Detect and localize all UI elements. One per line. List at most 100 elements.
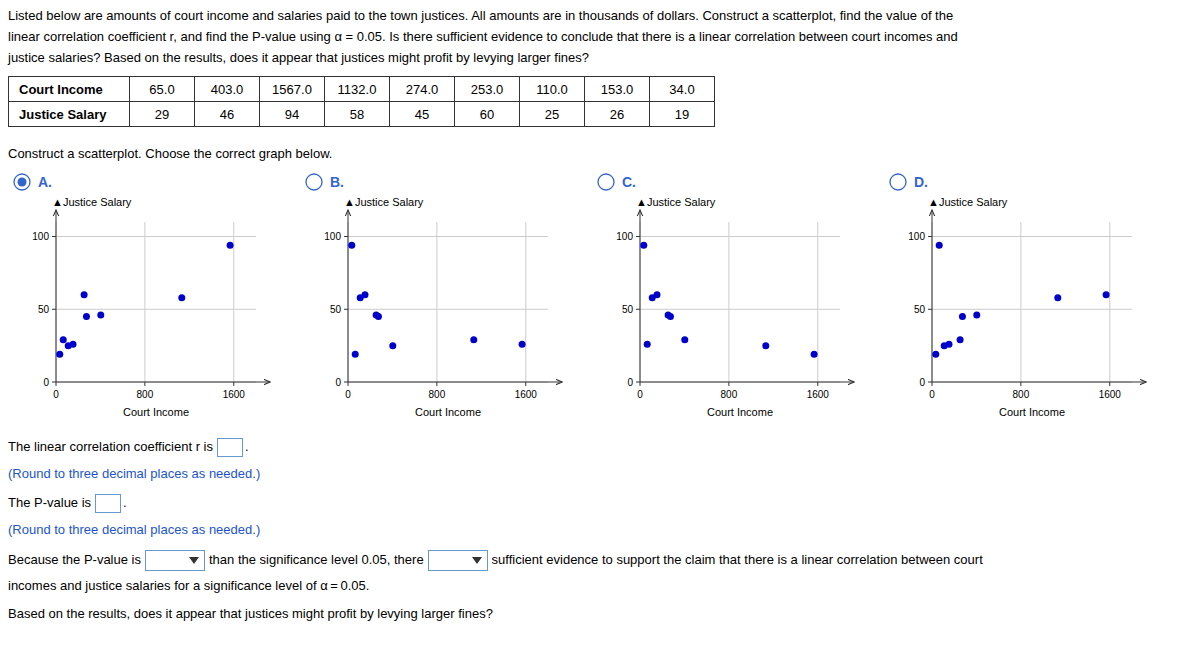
x-tick xyxy=(640,382,641,386)
grid-line-x xyxy=(525,222,526,382)
y-tick xyxy=(928,382,932,383)
grid-line-x xyxy=(144,222,145,382)
x-axis-label: Court Income xyxy=(123,406,189,418)
scatter-point xyxy=(352,351,359,358)
scatter-point xyxy=(762,342,769,349)
points xyxy=(932,242,1109,358)
y-tick xyxy=(52,309,56,310)
y-tick-label: 0 xyxy=(919,377,925,388)
y-tick-label: 100 xyxy=(324,231,341,242)
x-axis-arrow xyxy=(1132,382,1146,383)
x-axis-line xyxy=(348,382,548,383)
table-cell: 403.0 xyxy=(195,77,260,102)
table-cell: 29 xyxy=(130,102,195,127)
option-label: B. xyxy=(330,174,344,190)
grid-line-y xyxy=(932,309,1132,310)
table-cell: 46 xyxy=(195,102,260,127)
option-row: D. xyxy=(888,172,928,192)
scatter-point xyxy=(97,312,104,319)
radio-button xyxy=(12,172,32,192)
x-axis-label: Court Income xyxy=(707,406,773,418)
x-axis-line xyxy=(932,382,1132,383)
option-row: A. xyxy=(12,172,52,192)
grid-line-y xyxy=(348,236,548,237)
question-line: The linear correlation coefficient r is. xyxy=(8,438,249,457)
x-tick-label: 0 xyxy=(929,389,935,400)
scatter-point xyxy=(667,313,674,320)
grid-line-x xyxy=(728,222,729,382)
table-cell: 60 xyxy=(455,102,520,127)
question-text: The P-value is xyxy=(8,495,91,510)
x-tick xyxy=(932,382,933,386)
grid-line-y xyxy=(348,309,548,310)
y-tick xyxy=(52,236,56,237)
grid-line-y xyxy=(56,309,256,310)
grid-line-x xyxy=(436,222,437,382)
grid-line-x xyxy=(640,222,641,382)
question-line: The P-value is. xyxy=(8,494,127,513)
scatter-chart: 08001600050100▲Justice SalaryCourt Incom… xyxy=(12,196,292,426)
y-tick-label: 100 xyxy=(908,231,925,242)
grid-line-x xyxy=(932,222,933,382)
answer-box xyxy=(95,494,121,513)
table-row: Court Income65.0403.01567.01132.0274.025… xyxy=(9,77,715,102)
y-tick xyxy=(636,309,640,310)
y-axis-line xyxy=(932,222,933,382)
dropdown xyxy=(145,550,205,571)
radio-selected xyxy=(18,178,27,187)
x-tick xyxy=(56,382,57,386)
x-tick-label: 1600 xyxy=(807,389,830,400)
scatter-chart: 08001600050100▲Justice SalaryCourt Incom… xyxy=(888,196,1168,426)
x-axis-label: Court Income xyxy=(415,406,481,418)
scatter-point xyxy=(959,313,966,320)
paragraph-line: linear correlation coefficient r, and fi… xyxy=(8,29,958,44)
scatter-point xyxy=(470,336,477,343)
y-tick xyxy=(928,309,932,310)
x-tick xyxy=(233,382,234,386)
radio-button xyxy=(888,172,908,192)
y-tick xyxy=(636,382,640,383)
grid-line-x xyxy=(1109,222,1110,382)
dropdown-arrow xyxy=(472,557,482,565)
table-wrap: Court Income65.0403.01567.01132.0274.025… xyxy=(8,76,715,127)
grid-line-y xyxy=(932,382,1132,383)
y-axis-line xyxy=(640,222,641,382)
radio-outer xyxy=(14,174,30,190)
scatter-point xyxy=(348,242,355,249)
table-cell: 1567.0 xyxy=(260,77,325,102)
y-tick xyxy=(344,309,348,310)
scatter-point xyxy=(957,336,964,343)
grid-line-x xyxy=(817,222,818,382)
grid-line-y xyxy=(640,236,840,237)
y-tick-label: 100 xyxy=(616,231,633,242)
scatter-point xyxy=(681,336,688,343)
x-tick xyxy=(348,382,349,386)
scatter-point xyxy=(81,291,88,298)
grid-line-y xyxy=(56,236,256,237)
x-tick-label: 0 xyxy=(53,389,59,400)
scatter-point xyxy=(654,291,661,298)
table-cell: 94 xyxy=(260,102,325,127)
scatter-point xyxy=(389,342,396,349)
radio-outer xyxy=(306,174,322,190)
note: (Round to three decimal places as needed… xyxy=(8,466,260,481)
table-cell: 65.0 xyxy=(130,77,195,102)
grid-line-x xyxy=(1020,222,1021,382)
grid-line-y xyxy=(348,382,548,383)
radio-button xyxy=(596,172,616,192)
choice-line: Because the P-value isthan the significa… xyxy=(8,550,983,571)
grid-line-y xyxy=(640,309,840,310)
y-axis-label: ▲Justice Salary xyxy=(52,196,132,208)
grid-line-y xyxy=(932,236,1132,237)
x-tick-label: 1600 xyxy=(515,389,538,400)
row-label: Justice Salary xyxy=(9,102,130,127)
x-tick-label: 800 xyxy=(429,389,446,400)
y-axis-line xyxy=(56,222,57,382)
radio-button xyxy=(304,172,324,192)
scatter-point xyxy=(70,341,77,348)
table-cell: 45 xyxy=(390,102,455,127)
row-label: Court Income xyxy=(9,77,130,102)
y-tick-label: 0 xyxy=(335,377,341,388)
question-text: . xyxy=(123,495,127,510)
scatter-chart: 08001600050100▲Justice SalaryCourt Incom… xyxy=(304,196,584,426)
